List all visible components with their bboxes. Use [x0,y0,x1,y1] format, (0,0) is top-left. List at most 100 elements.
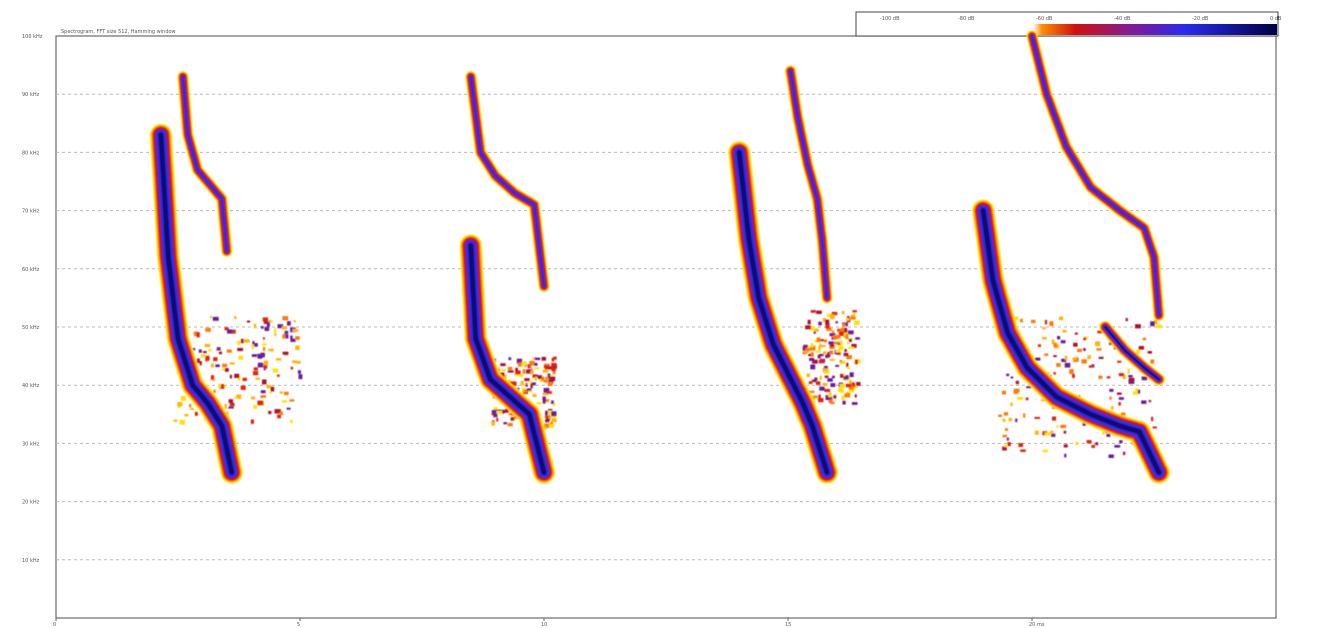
speckle [851,343,857,348]
speckle [826,314,833,317]
speckle [1077,348,1082,353]
speckle [845,383,852,388]
speckle [854,394,857,398]
speckle [854,320,860,326]
speckle [277,374,280,377]
speckle [1069,369,1074,374]
speckle [224,368,229,372]
speckle [818,398,824,403]
speckle [819,386,825,391]
speckle [553,356,557,360]
speckle [839,383,845,389]
speckle [282,334,286,339]
speckle [529,364,532,369]
speckle [222,368,225,371]
speckle [551,357,555,362]
speckle [809,395,816,400]
speckle [524,378,530,382]
speckle [1059,316,1064,321]
speckle [229,374,232,379]
speckle [817,354,821,359]
colorbar: -100 dB -80 dB -60 dB -40 dB -20 dB 0 dB [855,11,1282,37]
speckle [1010,376,1014,379]
speckle [818,394,821,399]
speckle [242,377,247,381]
speckle [503,422,507,425]
speckle [844,393,851,398]
speckle [297,370,301,374]
speckle [547,382,553,386]
speckle [542,399,546,404]
x-tick-label: 5 [297,622,300,628]
pulse-4-harmonic-tail-layer-5 [1104,326,1160,381]
speckle [275,409,281,413]
speckle [262,317,269,322]
speckle [213,389,216,393]
speckle [1056,363,1061,367]
speckle [542,392,549,396]
speckle [529,360,535,366]
speckle [218,384,221,388]
speckle [842,400,846,405]
speckle [282,351,289,355]
speckle [814,377,818,381]
speckle [842,327,848,333]
speckle [1114,445,1121,448]
speckle [1106,376,1111,379]
speckle [835,321,838,324]
speckle [835,364,840,367]
speckle [1015,380,1019,385]
speckle [1026,386,1032,389]
colorbar-label: -20 dB [1192,16,1209,22]
speckle [212,316,219,321]
speckle [190,407,194,410]
speckle [1109,396,1112,400]
speckle [246,320,251,323]
speckle [828,392,832,395]
speckle [279,391,283,394]
speckle [180,396,187,401]
speckle [544,423,550,428]
y-tick-label: 80 kHz [22,150,40,156]
pulse-2 [459,71,557,484]
speckle [505,408,509,413]
speckle [263,320,268,324]
speckle [238,355,244,360]
speckle [829,350,834,355]
speckle [835,350,841,353]
speckle [828,394,833,398]
pulse-3 [728,65,861,484]
speckle [546,391,552,394]
speckle [290,335,293,339]
speckle [538,375,542,380]
speckle [808,353,813,357]
speckle [1128,377,1135,382]
speckle [530,370,534,375]
speckle [1049,321,1054,327]
speckle [816,337,821,342]
speckle [500,372,505,378]
speckle [260,390,266,394]
speckle [1053,372,1056,375]
speckle [286,407,291,410]
speckle [243,339,250,343]
speckle [1108,454,1114,458]
speckle [547,410,553,415]
speckle [279,411,283,415]
y-tick-label: 40 kHz [22,383,40,389]
speckle [845,334,849,340]
speckle [530,383,533,389]
speckle [818,345,821,351]
speckle [1138,346,1144,350]
speckle [277,324,284,329]
speckle [240,385,246,390]
speckle [277,414,281,419]
speckle [1091,444,1095,448]
speckle [844,349,847,352]
speckle [830,344,834,347]
speckle [998,414,1002,417]
pulse-1 [149,71,303,484]
speckle [501,368,506,372]
speckle [1073,342,1078,347]
speckle [282,400,287,403]
